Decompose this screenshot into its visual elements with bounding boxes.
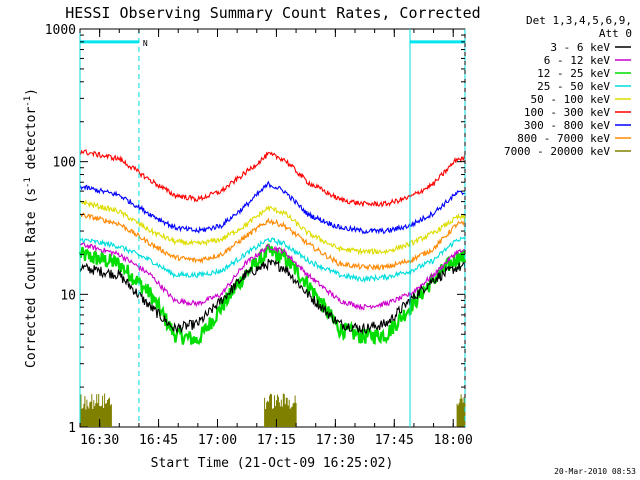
x-tick-label: 16:45 — [139, 433, 178, 448]
legend-label: 6 - 12 keV — [544, 54, 611, 67]
attenuator-label-0: N — [143, 39, 148, 48]
x-tick-label: 17:30 — [316, 433, 355, 448]
series-line-3to6kev — [79, 258, 466, 335]
burst-1 — [264, 393, 297, 427]
burst-2 — [456, 394, 466, 427]
x-tick-label: 17:00 — [198, 433, 237, 448]
legend-label: 50 - 100 keV — [531, 93, 611, 106]
legend-label: 100 - 300 keV — [524, 106, 610, 119]
legend-label: 800 - 7000 keV — [517, 132, 610, 145]
legend-header-line-2: Att 0 — [599, 27, 632, 40]
legend-label: 12 - 25 keV — [537, 67, 610, 80]
x-tick-label: 16:30 — [80, 433, 119, 448]
plot-area: N — [78, 29, 467, 427]
series-line-50to100kev — [79, 199, 466, 256]
series-line-25to50kev — [79, 236, 466, 284]
y-tick-label: 100 — [53, 156, 76, 171]
series-line-6to12kev — [79, 241, 466, 311]
legend-label: 7000 - 20000 keV — [504, 145, 610, 158]
series-line-300to800kev — [79, 180, 466, 235]
legend-label: 25 - 50 keV — [537, 80, 610, 93]
legend-header-line-1: Det 1,3,4,5,6,9, — [526, 14, 632, 27]
chart-title: HESSI Observing Summary Count Rates, Cor… — [65, 4, 480, 22]
footer-timestamp: 20-Mar-2010 08:53 — [554, 467, 636, 476]
legend-label: 300 - 800 keV — [524, 119, 610, 132]
legend-label: 3 - 6 keV — [550, 41, 610, 54]
series-line-12to25kev — [78, 243, 467, 346]
x-tick-label: 18:00 — [434, 433, 473, 448]
y-tick-label: 1 — [68, 421, 76, 436]
y-tick-label: 10 — [60, 288, 76, 303]
x-tick-label: 17:15 — [257, 433, 296, 448]
series-line-100to300kev — [79, 149, 466, 208]
y-axis-label: Corrected Count Rate (s-1 detector-1) — [23, 88, 39, 368]
x-axis-label: Start Time (21-Oct-09 16:25:02) — [151, 456, 394, 471]
x-tick-label: 17:45 — [375, 433, 414, 448]
y-tick-label: 1000 — [45, 23, 76, 38]
burst-0 — [79, 393, 112, 427]
axes: 1 10 100 1000 16:30 16:45 17:00 17:15 17:30 17:45… — [45, 23, 473, 448]
series-line-800to7000kev — [79, 212, 466, 272]
